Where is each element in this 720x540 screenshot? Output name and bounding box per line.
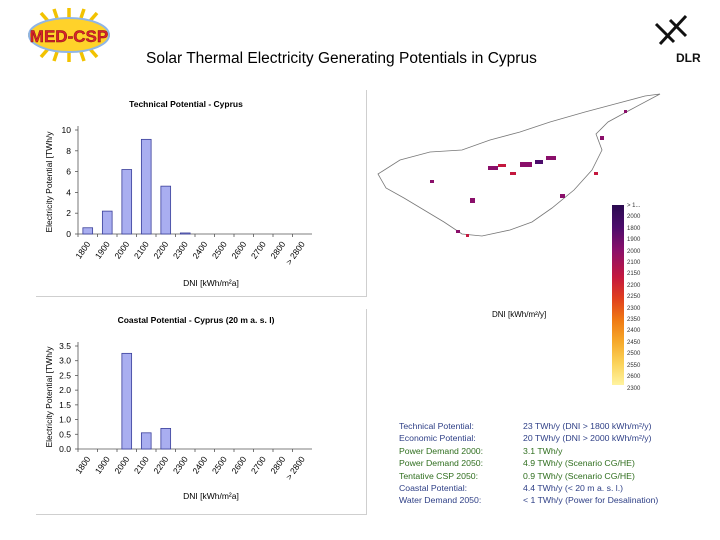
bar-2300 <box>179 232 191 235</box>
x-tick-label: 2700 <box>249 454 268 475</box>
x-tick-label: 1900 <box>93 239 112 260</box>
med-csp-logo: MED-CSP <box>28 8 110 62</box>
legend-tick-label: 1800 <box>627 225 641 232</box>
dni-color-legend <box>612 205 624 385</box>
y-tick-label: 2.5 <box>59 370 71 380</box>
y-tick-label: 0.5 <box>59 429 71 439</box>
legend-tick-label: 2350 <box>627 317 641 324</box>
legend-tick-label: 2600 <box>627 374 641 381</box>
cyprus-island-shape <box>377 93 661 237</box>
x-tick-label: 2000 <box>112 454 131 475</box>
legend-tick-label: 2450 <box>627 339 641 346</box>
bar-2100 <box>140 138 152 235</box>
dni-hotspots <box>430 110 627 237</box>
legend-tick-label: 2200 <box>627 282 641 289</box>
y-tick-label: 6 <box>66 167 71 177</box>
x-tick-label: 2200 <box>151 454 170 475</box>
x-tick-label: 2400 <box>190 454 209 475</box>
bar-2000 <box>121 352 133 450</box>
logo-med-text: MED-CSP <box>30 27 108 46</box>
legend-tick-label: 2000 <box>627 214 641 221</box>
x-tick-label: > 2800 <box>284 454 307 481</box>
x-axis-label: DNI [kWh/m²a] <box>183 278 239 288</box>
y-tick-label: 8 <box>66 146 71 156</box>
x-tick-label: 2300 <box>171 454 190 475</box>
bar-2200 <box>160 427 172 450</box>
cyprus-dni-map <box>377 93 661 237</box>
dni-legend-ticks: > 1... 2000 1800 1900 2000 2100 2150 2200 2250 23… <box>627 201 641 395</box>
y-tick-label: 3.0 <box>59 356 71 366</box>
bar-1900 <box>101 210 113 235</box>
y-tick-label: 1.5 <box>59 400 71 410</box>
y-tick-label: 10 <box>62 125 72 135</box>
x-tick-label: 1900 <box>93 454 112 475</box>
y-axis-label: Electricity Potential [TWh/y <box>44 346 54 448</box>
y-tick-label: 4 <box>66 187 71 197</box>
x-tick-label: 2500 <box>210 239 229 260</box>
legend-tick-label: 2300 <box>627 305 641 312</box>
logo-dlr-text: DLR <box>676 51 701 65</box>
y-tick-label: 2 <box>66 208 71 218</box>
legend-tick-label: 1900 <box>627 237 641 244</box>
x-tick-label: 2100 <box>132 239 151 260</box>
x-tick-label: 2800 <box>268 239 287 260</box>
bar-2100 <box>140 432 152 450</box>
x-tick-label: 1800 <box>73 239 92 260</box>
x-axis-label: DNI [kWh/m²a] <box>183 491 239 501</box>
y-tick-label: 2.0 <box>59 385 71 395</box>
x-tick-label: 2300 <box>171 239 190 260</box>
legend-tick-label: 2250 <box>627 294 641 301</box>
legend-tick-label: > 1... <box>627 203 641 209</box>
x-tick-label: 2500 <box>210 454 229 475</box>
legend-tick-label: 2150 <box>627 271 641 278</box>
dlr-emblem-icon <box>654 14 688 46</box>
legend-tick-label: 2550 <box>627 362 641 369</box>
chart-title: Coastal Potential - Cyprus (20 m a. s. l… <box>118 315 275 325</box>
bar-2200 <box>160 185 172 235</box>
y-tick-label: 3.5 <box>59 341 71 351</box>
bar-2000 <box>121 169 133 235</box>
x-tick-label: 2600 <box>229 454 248 475</box>
legend-tick-label: 2100 <box>627 260 641 267</box>
x-tick-label: 2800 <box>268 454 287 475</box>
dlr-logo: DLR <box>654 14 701 65</box>
legend-tick-label: 2400 <box>627 328 641 335</box>
legend-tick-label: 2000 <box>627 248 641 255</box>
y-tick-label: 0 <box>66 229 71 239</box>
x-tick-label: 1800 <box>73 454 92 475</box>
y-axis-label: Electricity Potential [TWh/y <box>44 131 54 233</box>
x-tick-label: > 2800 <box>284 239 307 266</box>
x-tick-label: 2200 <box>151 239 170 260</box>
y-tick-label: 1.0 <box>59 415 71 425</box>
x-tick-label: 2700 <box>249 239 268 260</box>
legend-tick-label: 2500 <box>627 351 641 358</box>
y-tick-label: 0.0 <box>59 444 71 454</box>
x-tick-label: 2600 <box>229 239 248 260</box>
chart-title: Technical Potential - Cyprus <box>129 99 243 109</box>
page-title: Solar Thermal Electricity Generating Pot… <box>146 50 537 67</box>
dni-legend-label: DNI [kWh/m²/y] <box>492 310 547 319</box>
bar-1800 <box>82 227 94 235</box>
chart-panel-technical <box>36 90 367 297</box>
x-tick-label: 2100 <box>132 454 151 475</box>
sun-icon <box>28 8 110 62</box>
x-tick-label: 2000 <box>112 239 131 260</box>
legend-tick-label: 2300 <box>627 385 641 392</box>
chart-panel-coastal <box>36 309 367 515</box>
x-tick-label: 2400 <box>190 239 209 260</box>
